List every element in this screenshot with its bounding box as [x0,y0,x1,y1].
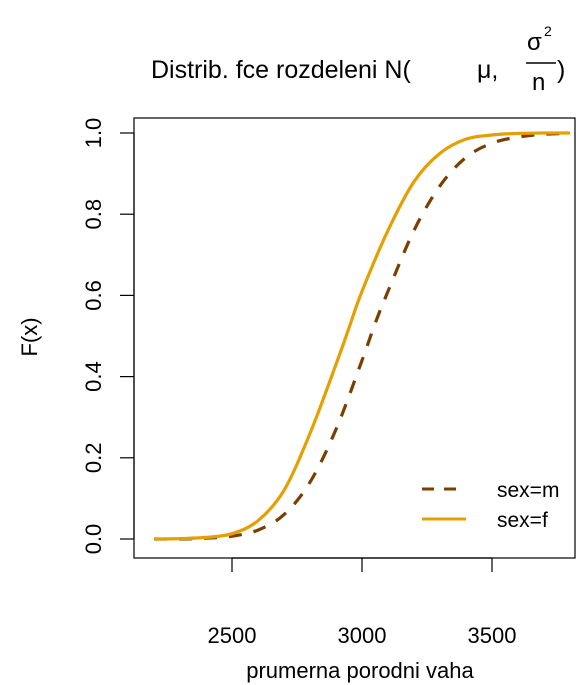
x-tick-label: 3000 [338,623,387,648]
series-line-sex-f [153,131,571,541]
x-axis: 2500 3000 3500 [208,557,517,648]
y-tick-label: 0.2 [81,443,106,474]
series-layer [153,131,571,541]
chart-title: Distrib. fce rozdeleni N( μ, σ 2 n ) [151,23,565,96]
y-tick-label: 0.0 [81,524,106,555]
title-suffix: ) [557,56,565,84]
y-axis: 0.0 0.2 0.4 0.6 0.8 1.0 [81,118,135,555]
legend-label-sex-f: sex=f [497,509,548,532]
y-tick-label: 0.6 [81,280,106,311]
title-prefix: Distrib. fce rozdeleni N( [151,56,411,84]
y-tick-label: 0.4 [81,361,106,392]
x-tick-label: 3500 [468,623,517,648]
x-axis-label: prumerna porodni vaha [246,658,474,683]
x-tick-label: 2500 [208,623,257,648]
y-axis-label: F(x) [17,317,42,356]
series-line-sex-m [153,131,571,541]
y-tick-label: 1.0 [81,118,106,149]
title-mu: μ, [477,56,498,84]
legend-label-sex-m: sex=m [497,479,559,502]
title-denominator: n [532,69,545,96]
legend: sex=m sex=f [422,479,559,532]
y-tick-label: 0.8 [81,199,106,230]
title-numerator: σ [527,29,542,56]
title-exponent: 2 [544,23,552,39]
